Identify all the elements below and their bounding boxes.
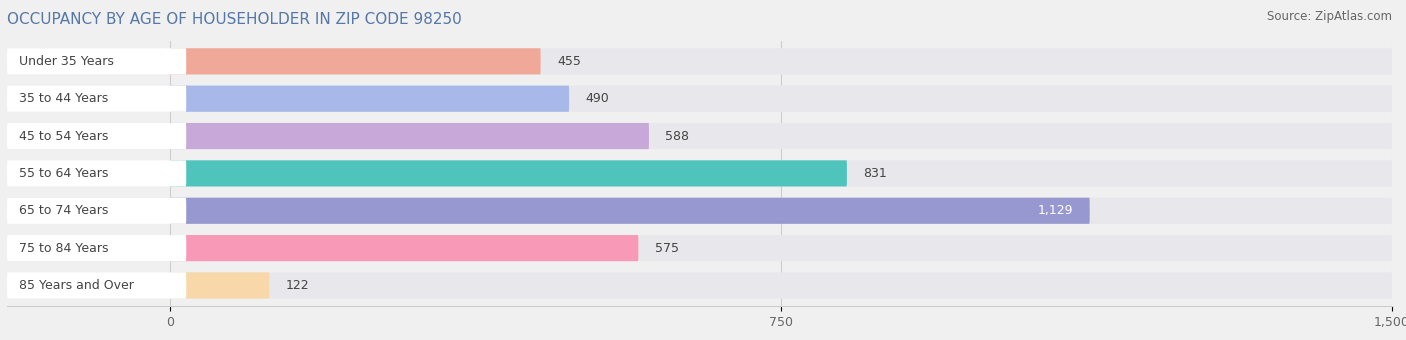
FancyBboxPatch shape — [7, 198, 186, 224]
Text: 35 to 44 Years: 35 to 44 Years — [20, 92, 108, 105]
Text: 45 to 54 Years: 45 to 54 Years — [20, 130, 108, 142]
Text: 588: 588 — [665, 130, 689, 142]
FancyBboxPatch shape — [170, 86, 569, 112]
Text: OCCUPANCY BY AGE OF HOUSEHOLDER IN ZIP CODE 98250: OCCUPANCY BY AGE OF HOUSEHOLDER IN ZIP C… — [7, 12, 461, 27]
Text: 55 to 64 Years: 55 to 64 Years — [20, 167, 108, 180]
Text: 75 to 84 Years: 75 to 84 Years — [20, 242, 108, 255]
Text: Under 35 Years: Under 35 Years — [20, 55, 114, 68]
FancyBboxPatch shape — [7, 48, 1392, 74]
FancyBboxPatch shape — [170, 48, 541, 74]
Text: 65 to 74 Years: 65 to 74 Years — [20, 204, 108, 217]
FancyBboxPatch shape — [7, 160, 1392, 186]
FancyBboxPatch shape — [170, 235, 638, 261]
Text: 122: 122 — [285, 279, 309, 292]
Text: 490: 490 — [585, 92, 609, 105]
FancyBboxPatch shape — [7, 123, 186, 149]
FancyBboxPatch shape — [7, 235, 1392, 261]
FancyBboxPatch shape — [7, 86, 186, 112]
FancyBboxPatch shape — [7, 160, 186, 186]
FancyBboxPatch shape — [170, 123, 650, 149]
FancyBboxPatch shape — [170, 272, 270, 299]
FancyBboxPatch shape — [7, 272, 186, 299]
Text: 1,129: 1,129 — [1038, 204, 1073, 217]
Text: 455: 455 — [557, 55, 581, 68]
Text: Source: ZipAtlas.com: Source: ZipAtlas.com — [1267, 10, 1392, 23]
FancyBboxPatch shape — [7, 123, 1392, 149]
FancyBboxPatch shape — [7, 86, 1392, 112]
FancyBboxPatch shape — [170, 198, 1090, 224]
Text: 575: 575 — [655, 242, 679, 255]
Text: 831: 831 — [863, 167, 887, 180]
FancyBboxPatch shape — [7, 272, 1392, 299]
Text: 85 Years and Over: 85 Years and Over — [20, 279, 134, 292]
FancyBboxPatch shape — [170, 160, 846, 186]
FancyBboxPatch shape — [7, 235, 186, 261]
FancyBboxPatch shape — [7, 198, 1392, 224]
FancyBboxPatch shape — [7, 48, 186, 74]
